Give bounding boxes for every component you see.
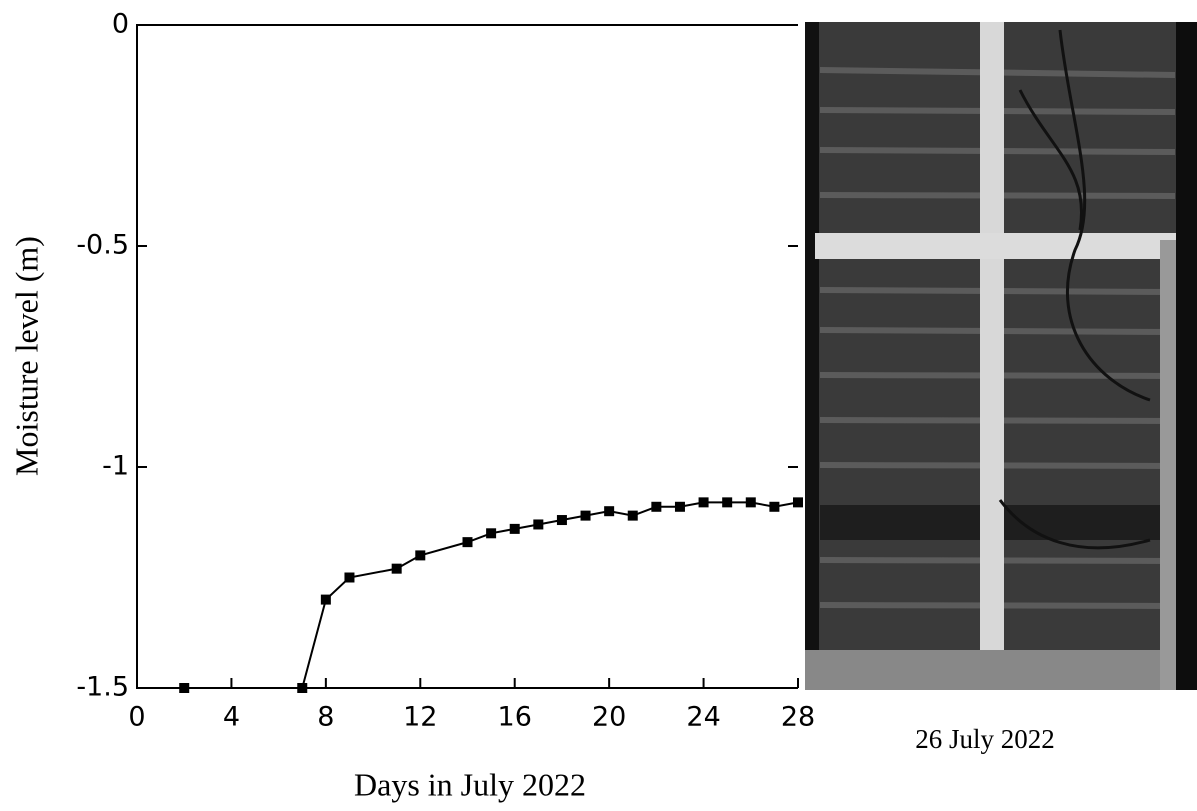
data-point bbox=[462, 537, 473, 548]
data-point bbox=[179, 683, 190, 693]
data-point bbox=[344, 572, 355, 583]
data-point bbox=[320, 594, 331, 605]
data-point bbox=[391, 563, 402, 574]
data-point bbox=[745, 497, 756, 508]
y-tick-label: 0 bbox=[112, 9, 129, 40]
data-point bbox=[769, 501, 780, 512]
x-tick-label: 4 bbox=[223, 702, 240, 733]
y-tick-label: -1.5 bbox=[76, 672, 129, 703]
y-tick-label: -0.5 bbox=[76, 230, 129, 261]
x-tick-label: 24 bbox=[686, 702, 720, 733]
x-tick-label: 28 bbox=[781, 702, 815, 733]
data-point bbox=[604, 506, 615, 517]
x-tick-label: 20 bbox=[592, 702, 626, 733]
data-point bbox=[415, 550, 426, 561]
photo-caption: 26 July 2022 bbox=[915, 724, 1055, 754]
data-point bbox=[698, 497, 709, 508]
x-tick-label: 16 bbox=[498, 702, 532, 733]
data-point bbox=[556, 515, 567, 526]
data-point bbox=[651, 501, 662, 512]
plot-frame bbox=[136, 24, 798, 689]
x-tick-label: 8 bbox=[317, 702, 334, 733]
data-point bbox=[674, 501, 685, 512]
x-tick-label: 12 bbox=[403, 702, 437, 733]
data-point bbox=[486, 528, 497, 539]
x-tick-label: 0 bbox=[128, 702, 145, 733]
data-point bbox=[533, 519, 544, 530]
y-axis-label: Moisture level (m) bbox=[8, 236, 44, 476]
data-point bbox=[722, 497, 733, 508]
photo bbox=[805, 22, 1197, 690]
data-point bbox=[297, 683, 308, 693]
data-point bbox=[793, 497, 803, 508]
data-point bbox=[580, 510, 591, 521]
data-point bbox=[509, 523, 520, 534]
data-point bbox=[627, 510, 638, 521]
y-tick-label: -1 bbox=[102, 451, 129, 482]
x-axis-label: Days in July 2022 bbox=[354, 766, 586, 802]
